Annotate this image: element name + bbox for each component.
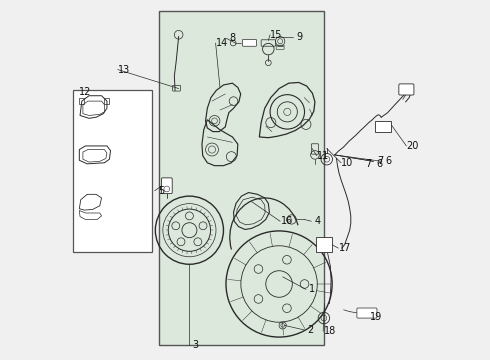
Text: 2: 2 <box>308 325 314 335</box>
FancyBboxPatch shape <box>73 90 152 252</box>
Text: 13: 13 <box>118 64 130 75</box>
Text: 7: 7 <box>365 159 371 169</box>
FancyBboxPatch shape <box>161 178 172 194</box>
Text: 3: 3 <box>193 340 199 350</box>
Text: 9: 9 <box>297 32 303 41</box>
Text: 12: 12 <box>79 87 92 97</box>
Text: 15: 15 <box>270 30 283 40</box>
FancyBboxPatch shape <box>316 237 332 252</box>
Text: 6: 6 <box>385 156 392 166</box>
Text: 18: 18 <box>323 326 336 336</box>
Text: 4: 4 <box>315 216 321 226</box>
Text: 8: 8 <box>230 33 236 43</box>
Text: 5: 5 <box>158 186 164 196</box>
FancyBboxPatch shape <box>159 12 324 345</box>
Text: 17: 17 <box>339 243 351 253</box>
Text: 10: 10 <box>342 158 354 168</box>
FancyBboxPatch shape <box>243 40 256 46</box>
Text: 14: 14 <box>216 38 228 48</box>
FancyBboxPatch shape <box>357 308 377 318</box>
Text: 11: 11 <box>317 150 329 161</box>
Text: 7: 7 <box>377 156 383 166</box>
Text: 6: 6 <box>376 159 383 169</box>
FancyBboxPatch shape <box>375 121 391 132</box>
Text: 19: 19 <box>370 312 382 322</box>
Text: 20: 20 <box>407 141 419 151</box>
Text: 1: 1 <box>309 284 316 294</box>
Text: 16: 16 <box>280 216 293 226</box>
FancyBboxPatch shape <box>399 84 414 95</box>
